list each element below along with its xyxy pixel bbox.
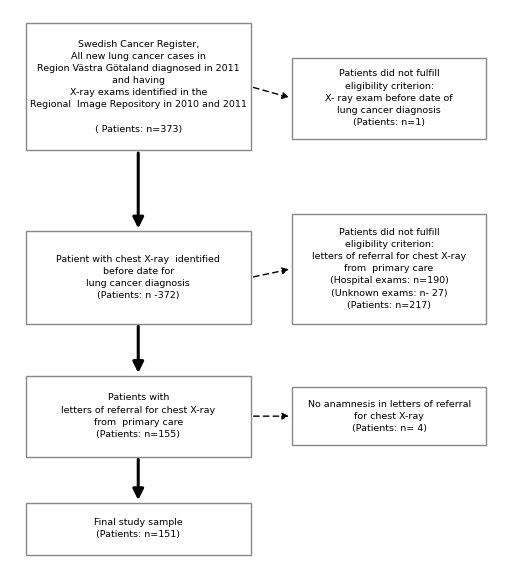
FancyBboxPatch shape (26, 503, 251, 555)
Text: Final study sample
(Patients: n=151): Final study sample (Patients: n=151) (94, 518, 183, 539)
Text: Swedish Cancer Register,
All new lung cancer cases in
Region Västra Götaland dia: Swedish Cancer Register, All new lung ca… (30, 40, 247, 134)
Text: No anamnesis in letters of referral
for chest X-ray
(Patients: n= 4): No anamnesis in letters of referral for … (308, 399, 471, 433)
FancyBboxPatch shape (26, 376, 251, 457)
Text: Patients did not fulfill
eligibility criterion:
X- ray exam before date of
lung : Patients did not fulfill eligibility cri… (325, 69, 453, 127)
Text: Patients did not fulfill
eligibility criterion:
letters of referral for chest X-: Patients did not fulfill eligibility cri… (312, 228, 466, 310)
FancyBboxPatch shape (292, 387, 486, 445)
FancyBboxPatch shape (26, 231, 251, 324)
FancyBboxPatch shape (26, 23, 251, 150)
FancyBboxPatch shape (292, 58, 486, 139)
Text: Patient with chest X-ray  identified
before date for
lung cancer diagnosis
(Pati: Patient with chest X-ray identified befo… (56, 255, 220, 300)
Text: Patients with
letters of referral for chest X-ray
from  primary care
(Patients: : Patients with letters of referral for ch… (61, 394, 216, 439)
FancyBboxPatch shape (292, 214, 486, 324)
